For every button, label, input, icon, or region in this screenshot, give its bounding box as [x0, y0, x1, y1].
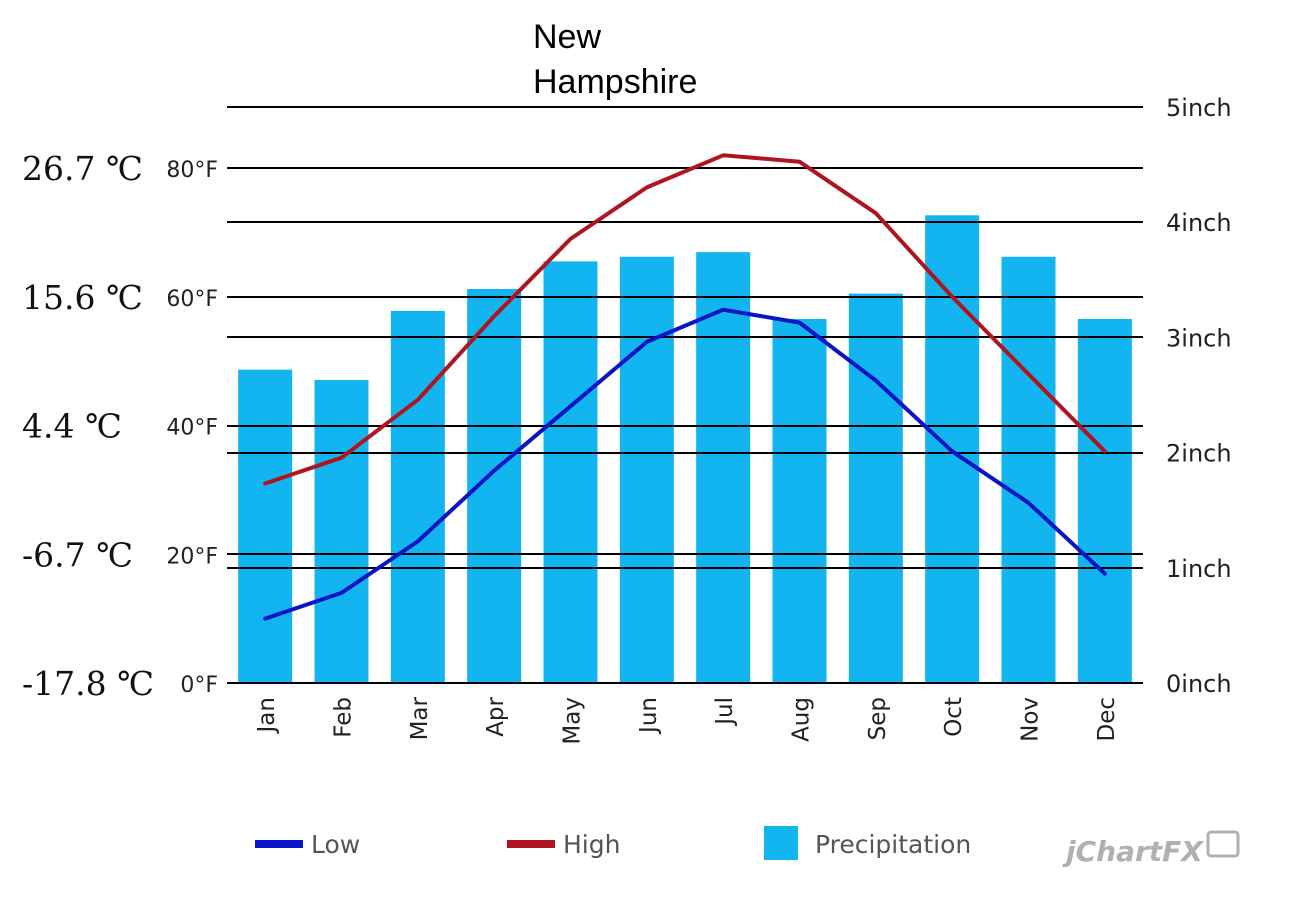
line-low	[263, 307, 1107, 621]
fahrenheit-tick-label: 40°F	[166, 416, 218, 441]
legend-label-low: Low	[311, 830, 360, 859]
precipitation-tick-label: 2inch	[1166, 440, 1232, 468]
celsius-tick-label: -6.7 ℃	[22, 535, 133, 574]
celsius-tick-label: 15.6 ℃	[22, 278, 143, 317]
legend-item-precipitation[interactable]: Precipitation	[764, 826, 971, 860]
month-label-aug: Aug	[789, 697, 815, 742]
legend-swatch-low	[255, 840, 303, 848]
month-label-dec: Dec	[1094, 697, 1120, 742]
bar-dec	[1077, 318, 1132, 683]
legend-swatch-precipitation	[764, 826, 798, 860]
bar-nov	[1001, 256, 1056, 683]
month-label-nov: Nov	[1018, 697, 1044, 742]
fahrenheit-tick-label: 60°F	[166, 287, 218, 312]
bar-sep	[848, 293, 903, 683]
precipitation-tick-label: 4inch	[1166, 209, 1232, 237]
month-label-feb: Feb	[331, 697, 357, 738]
celsius-tick-label: 26.7 ℃	[22, 149, 143, 188]
chart-title-line-2: Hampshire	[533, 63, 697, 101]
gridlines	[227, 106, 1143, 684]
bar-mar	[390, 310, 445, 683]
month-label-sep: Sep	[865, 697, 891, 740]
bar-jul	[696, 252, 751, 684]
legend-label-precipitation: Precipitation	[815, 830, 971, 859]
temperature-lines	[263, 153, 1107, 621]
legend-item-high[interactable]: High	[507, 830, 620, 859]
line-high	[263, 153, 1107, 486]
watermark-text: jChartFX	[1062, 835, 1204, 868]
legend-item-low[interactable]: Low	[255, 830, 360, 859]
jchartfx-logo: jChartFX	[1062, 830, 1240, 868]
month-label-jan: Jan	[254, 697, 280, 734]
precipitation-tick-label: 5inch	[1166, 94, 1232, 122]
precipitation-tick-label: 1inch	[1166, 555, 1232, 583]
precipitation-tick-label: 3inch	[1166, 324, 1232, 352]
bar-jun	[619, 256, 674, 683]
logo-mark-icon	[1206, 830, 1240, 858]
precipitation-axis: 0inch 1inch 2inch 3inch 4inch 5inch	[1166, 94, 1232, 698]
chart-title: New Hampshire	[533, 18, 697, 101]
bar-aug	[772, 318, 827, 683]
fahrenheit-tick-label: 80°F	[166, 158, 218, 183]
month-label-mar: Mar	[407, 696, 433, 740]
month-axis: Jan Feb Mar Apr May Jun Jul Aug Sep Oct Nov Dec	[254, 696, 1120, 744]
month-label-jun: Jun	[636, 697, 662, 735]
chart-title-line-1: New	[533, 18, 601, 56]
fahrenheit-tick-label: 0°F	[180, 673, 218, 698]
fahrenheit-tick-label: 20°F	[166, 544, 218, 569]
month-label-jul: Jul	[712, 697, 738, 727]
celsius-tick-label: -17.8 ℃	[22, 664, 154, 703]
legend-label-high: High	[563, 830, 620, 859]
celsius-axis: 26.7 ℃ 15.6 ℃ 4.4 ℃ -6.7 ℃ -17.8 ℃	[22, 149, 154, 703]
celsius-tick-label: 4.4 ℃	[22, 407, 122, 446]
month-label-apr: Apr	[483, 696, 509, 736]
month-label-may: May	[560, 697, 586, 745]
legend: Low High Precipitation	[255, 826, 971, 860]
bar-jan	[238, 369, 293, 683]
bar-feb	[314, 380, 369, 683]
precipitation-bars	[238, 215, 1132, 684]
precipitation-tick-label: 0inch	[1166, 670, 1232, 698]
legend-swatch-high	[507, 840, 555, 848]
month-label-oct: Oct	[941, 697, 967, 737]
bar-may	[543, 261, 598, 683]
fahrenheit-axis: 0°F 20°F 40°F 60°F 80°F	[166, 158, 218, 698]
